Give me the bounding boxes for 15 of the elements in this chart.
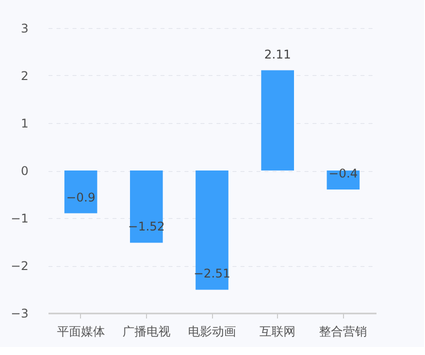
y-tick-label: 2: [20, 69, 28, 83]
x-tick-label: 平面媒体: [56, 324, 105, 338]
y-tick-label: −3: [10, 306, 28, 320]
data-label: 2.11: [264, 47, 291, 62]
x-tick-label: 互联网: [260, 324, 296, 338]
data-label: −0.9: [66, 190, 96, 204]
y-tick-label: 1: [20, 116, 28, 130]
y-tick-label: 3: [20, 22, 28, 36]
y-tick-label: −1: [10, 212, 28, 226]
x-tick-label: 广播电视: [122, 324, 170, 338]
y-tick-label: −2: [10, 259, 28, 273]
y-tick-label: 0: [20, 164, 28, 178]
data-label: −0.4: [328, 166, 358, 180]
x-tick-label: 电影动画: [188, 324, 236, 338]
x-tick-label: 整合营销: [319, 324, 368, 338]
